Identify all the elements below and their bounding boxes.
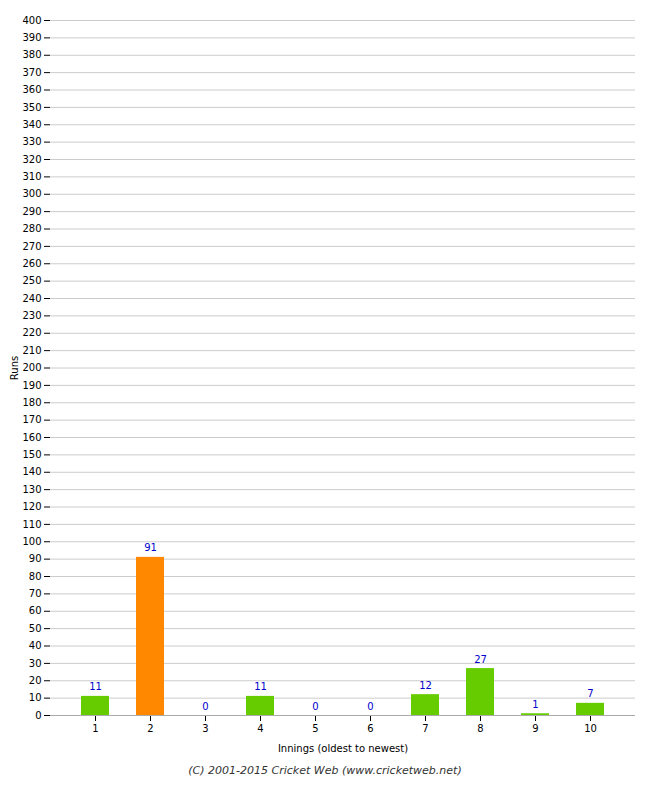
svg-text:330: 330 <box>22 136 41 147</box>
svg-text:400: 400 <box>22 15 41 26</box>
svg-text:150: 150 <box>22 449 41 460</box>
svg-text:40: 40 <box>29 640 42 651</box>
svg-text:5: 5 <box>312 723 318 734</box>
svg-text:9: 9 <box>532 723 538 734</box>
svg-text:10: 10 <box>584 723 597 734</box>
svg-text:190: 190 <box>22 380 41 391</box>
svg-text:240: 240 <box>22 293 41 304</box>
svg-text:230: 230 <box>22 310 41 321</box>
svg-text:290: 290 <box>22 206 41 217</box>
svg-text:Runs: Runs <box>9 356 20 380</box>
svg-text:90: 90 <box>29 553 42 564</box>
svg-text:360: 360 <box>22 84 41 95</box>
svg-text:220: 220 <box>22 327 41 338</box>
svg-text:200: 200 <box>22 362 41 373</box>
svg-text:120: 120 <box>22 501 41 512</box>
svg-text:250: 250 <box>22 275 41 286</box>
svg-text:340: 340 <box>22 119 41 130</box>
svg-text:210: 210 <box>22 345 41 356</box>
svg-text:11: 11 <box>89 681 102 692</box>
svg-text:7: 7 <box>587 688 593 699</box>
svg-text:27: 27 <box>474 654 487 665</box>
svg-text:0: 0 <box>312 701 318 712</box>
svg-text:380: 380 <box>22 49 41 60</box>
svg-text:310: 310 <box>22 171 41 182</box>
svg-text:4: 4 <box>257 723 263 734</box>
svg-text:20: 20 <box>29 675 42 686</box>
svg-text:260: 260 <box>22 258 41 269</box>
svg-text:70: 70 <box>29 588 42 599</box>
svg-text:390: 390 <box>22 32 41 43</box>
svg-text:160: 160 <box>22 432 41 443</box>
svg-text:280: 280 <box>22 223 41 234</box>
svg-text:7: 7 <box>422 723 428 734</box>
svg-text:50: 50 <box>29 623 42 634</box>
svg-text:270: 270 <box>22 241 41 252</box>
svg-text:10: 10 <box>29 692 42 703</box>
svg-text:30: 30 <box>29 658 42 669</box>
svg-text:2: 2 <box>147 723 153 734</box>
svg-text:6: 6 <box>367 723 373 734</box>
svg-text:8: 8 <box>477 723 483 734</box>
svg-text:370: 370 <box>22 67 41 78</box>
svg-text:12: 12 <box>419 680 432 691</box>
svg-text:170: 170 <box>22 414 41 425</box>
svg-text:Innings (oldest to newest): Innings (oldest to newest) <box>278 743 408 754</box>
svg-text:91: 91 <box>144 542 157 553</box>
svg-text:3: 3 <box>202 723 208 734</box>
svg-text:140: 140 <box>22 466 41 477</box>
svg-text:0: 0 <box>202 701 208 712</box>
html-text:(C) 2001-2015 Cricket Web (www: (C) 2001-2015 Cricket Web (www.cricketwe… <box>188 764 462 777</box>
svg-text:180: 180 <box>22 397 41 408</box>
svg-text:130: 130 <box>22 484 41 495</box>
svg-text:110: 110 <box>22 519 41 530</box>
svg-text:60: 60 <box>29 605 42 616</box>
svg-text:320: 320 <box>22 154 41 165</box>
svg-text:300: 300 <box>22 188 41 199</box>
svg-text:0: 0 <box>35 710 41 721</box>
svg-text:80: 80 <box>29 571 42 582</box>
svg-text:1: 1 <box>92 723 98 734</box>
svg-text:1: 1 <box>532 699 538 710</box>
svg-text:350: 350 <box>22 102 41 113</box>
svg-text:11: 11 <box>254 681 267 692</box>
svg-text:100: 100 <box>22 536 41 547</box>
svg-text:0: 0 <box>367 701 373 712</box>
